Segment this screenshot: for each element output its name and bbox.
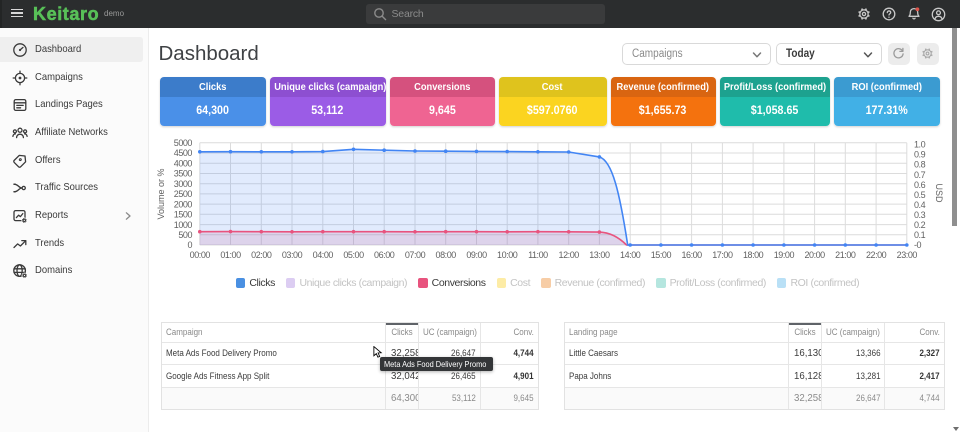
svg-text:18:00: 18:00	[743, 250, 764, 260]
svg-text:15:00: 15:00	[651, 250, 672, 260]
svg-text:23:00: 23:00	[897, 250, 918, 260]
svg-text:04:00: 04:00	[313, 250, 334, 260]
svg-text:500: 500	[178, 230, 192, 240]
svg-text:USD: USD	[934, 183, 944, 203]
svg-text:09:00: 09:00	[466, 250, 487, 260]
svg-text:06:00: 06:00	[374, 250, 395, 260]
svg-text:21:00: 21:00	[835, 250, 856, 260]
svg-text:0.4: 0.4	[914, 200, 926, 210]
svg-text:13:00: 13:00	[589, 250, 610, 260]
svg-text:05:00: 05:00	[343, 250, 364, 260]
svg-text:3000: 3000	[174, 179, 193, 189]
svg-text:1500: 1500	[174, 210, 193, 220]
svg-text:1000: 1000	[174, 220, 193, 230]
svg-text:07:00: 07:00	[405, 250, 426, 260]
svg-text:5000: 5000	[174, 138, 193, 148]
svg-text:19:00: 19:00	[774, 250, 795, 260]
svg-text:12:00: 12:00	[559, 250, 580, 260]
svg-text:00:00: 00:00	[190, 250, 211, 260]
svg-text:-0: -0	[914, 240, 922, 250]
svg-text:0.5: 0.5	[914, 190, 926, 200]
svg-text:2500: 2500	[174, 189, 193, 199]
svg-text:02:00: 02:00	[251, 250, 272, 260]
svg-text:4500: 4500	[174, 148, 193, 158]
svg-text:3500: 3500	[174, 169, 193, 179]
svg-text:0.3: 0.3	[914, 210, 926, 220]
svg-text:17:00: 17:00	[712, 250, 733, 260]
svg-text:4000: 4000	[174, 158, 193, 168]
svg-text:0.1: 0.1	[914, 230, 926, 240]
svg-text:2000: 2000	[174, 199, 193, 209]
svg-text:11:00: 11:00	[528, 250, 548, 260]
svg-text:0.6: 0.6	[914, 180, 926, 190]
svg-text:14:00: 14:00	[620, 250, 641, 260]
svg-text:Volume or %: Volume or %	[156, 168, 166, 219]
svg-text:0: 0	[187, 240, 192, 250]
svg-text:1.0: 1.0	[914, 140, 926, 150]
svg-text:08:00: 08:00	[436, 250, 457, 260]
svg-text:01:00: 01:00	[220, 250, 241, 260]
svg-text:0.8: 0.8	[914, 160, 926, 170]
svg-text:0.7: 0.7	[914, 170, 926, 180]
svg-text:16:00: 16:00	[681, 250, 702, 260]
svg-text:0.2: 0.2	[914, 220, 926, 230]
svg-text:0.9: 0.9	[914, 150, 926, 160]
svg-text:20:00: 20:00	[804, 250, 825, 260]
svg-text:10:00: 10:00	[497, 250, 518, 260]
svg-text:03:00: 03:00	[282, 250, 303, 260]
svg-text:22:00: 22:00	[866, 250, 887, 260]
